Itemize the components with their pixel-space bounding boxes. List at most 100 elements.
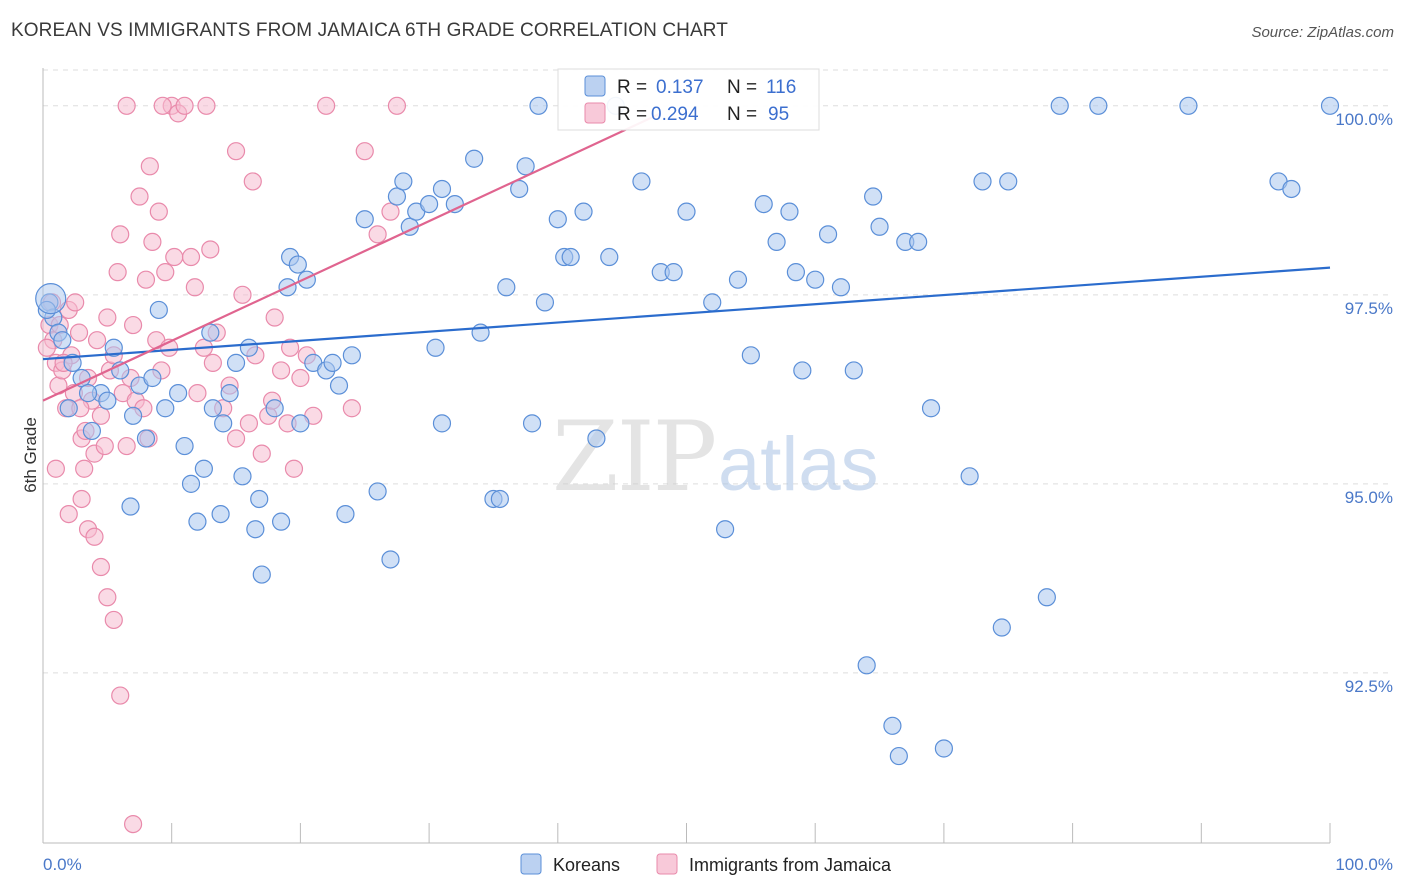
jamaica-point xyxy=(342,399,361,418)
legend-jamaica-label: Immigrants from Jamaica xyxy=(689,855,892,875)
jamaica-point xyxy=(46,459,65,478)
korean-point xyxy=(664,263,683,282)
korean-point xyxy=(780,202,799,221)
jamaica-point xyxy=(252,444,271,463)
watermark-zip: ZIP xyxy=(552,401,715,513)
korean-point xyxy=(677,202,696,221)
korean-point xyxy=(516,157,535,176)
korean-point xyxy=(857,656,876,675)
korean-point xyxy=(1179,96,1198,115)
korean-point xyxy=(587,429,606,448)
jamaica-point xyxy=(98,308,117,327)
korean-point xyxy=(82,421,102,441)
korean-point xyxy=(432,179,452,199)
jamaica-point xyxy=(181,247,201,267)
jamaica-point xyxy=(140,157,159,176)
jamaica-n-value: 95 xyxy=(768,104,789,125)
korean-point xyxy=(211,504,230,524)
jamaica-point xyxy=(69,323,89,342)
korean-point xyxy=(381,550,400,569)
jamaica-point xyxy=(226,142,246,161)
jamaica-point xyxy=(111,686,130,705)
jamaica-point xyxy=(226,429,246,448)
stats-legend-box: R = 0.137 N = 116 R = 0.294 N = 95 xyxy=(557,68,820,131)
korean-point xyxy=(864,187,883,206)
jamaica-point xyxy=(136,270,156,289)
jamaica-point xyxy=(284,459,304,478)
jamaica-point xyxy=(91,406,111,425)
koreans-r-label: R = xyxy=(617,77,647,98)
gridlines xyxy=(43,69,1392,674)
korean-point xyxy=(870,217,889,236)
jamaica-point xyxy=(117,436,136,456)
y-axis-title: 6th Grade xyxy=(21,417,40,493)
korean-point xyxy=(342,346,361,365)
jamaica-point xyxy=(98,588,117,607)
jamaica-point xyxy=(233,285,252,304)
jamaica-point xyxy=(239,414,259,433)
korean-point xyxy=(1037,588,1056,607)
korean-point xyxy=(600,247,619,267)
legend-jamaica-swatch xyxy=(656,853,678,875)
jamaica-swatch xyxy=(584,102,606,124)
korean-point xyxy=(1050,96,1069,115)
jamaica-point xyxy=(271,361,291,380)
koreans-swatch xyxy=(584,75,606,97)
korean-point xyxy=(548,210,567,229)
korean-point xyxy=(793,361,812,380)
korean-point xyxy=(992,618,1011,637)
korean-point-cluster xyxy=(35,283,67,315)
korean-point xyxy=(104,338,123,357)
korean-point xyxy=(194,459,213,478)
korean-point xyxy=(889,746,908,766)
korean-point xyxy=(181,474,201,493)
jamaica-point xyxy=(201,240,220,259)
korean-point xyxy=(136,429,156,448)
jamaica-point xyxy=(75,459,94,478)
korean-point xyxy=(883,716,902,735)
jamaica-point xyxy=(381,202,400,221)
jamaica-point xyxy=(355,142,374,161)
korean-point xyxy=(529,96,548,115)
jamaica-r-label: R = xyxy=(617,104,647,125)
korean-point xyxy=(999,172,1018,191)
korean-point xyxy=(271,512,291,531)
jamaica-point xyxy=(37,338,56,357)
jamaica-point xyxy=(108,263,127,282)
korean-point xyxy=(123,406,143,425)
jamaica-point xyxy=(117,96,136,115)
chart-title: KOREAN VS IMMIGRANTS FROM JAMAICA 6TH GR… xyxy=(11,20,728,41)
korean-point xyxy=(201,323,220,342)
jamaica-trend-line xyxy=(42,112,662,402)
korean-point xyxy=(1320,96,1340,115)
jamaica-n-label: N = xyxy=(727,104,757,125)
jamaica-point xyxy=(95,436,114,456)
jamaica-point xyxy=(91,557,111,577)
korean-point xyxy=(226,353,246,372)
korean-point xyxy=(53,331,72,350)
korean-point xyxy=(921,399,941,418)
korean-point xyxy=(522,414,542,433)
korean-point xyxy=(973,172,992,191)
korean-point xyxy=(1282,179,1301,199)
korean-point xyxy=(175,436,194,456)
y-tick-label: 92.5% xyxy=(1345,677,1393,696)
korean-points xyxy=(35,96,1340,766)
korean-point xyxy=(703,293,722,312)
chart-source: Source: ZipAtlas.com xyxy=(1251,24,1394,41)
korean-point xyxy=(741,346,760,365)
koreans-trend-line xyxy=(42,266,1331,361)
korean-point xyxy=(246,520,265,539)
korean-point xyxy=(716,520,735,539)
jamaica-r-value: 0.294 xyxy=(651,104,699,125)
korean-point xyxy=(149,300,168,320)
jamaica-point xyxy=(130,187,149,206)
jamaica-point xyxy=(197,96,216,115)
korean-point xyxy=(265,399,284,418)
koreans-r-value: 0.137 xyxy=(656,77,704,98)
jamaica-point xyxy=(185,278,204,297)
korean-point xyxy=(960,467,979,486)
legend-koreans-label: Koreans xyxy=(553,855,620,875)
jamaica-point xyxy=(104,610,123,630)
korean-point xyxy=(336,504,355,524)
